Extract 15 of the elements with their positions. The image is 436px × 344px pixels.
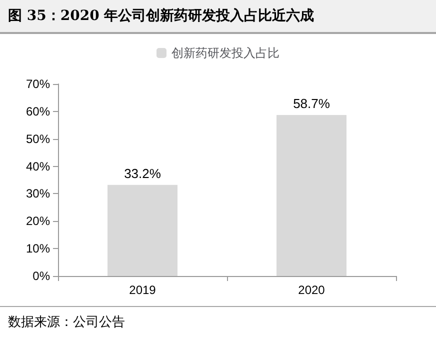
data-label: 58.7% xyxy=(293,96,330,111)
y-tick-label: 30% xyxy=(26,186,50,201)
y-tick-label: 60% xyxy=(26,104,50,118)
y-tick-label: 50% xyxy=(26,132,50,146)
x-tick-label: 2019 xyxy=(129,283,156,297)
y-tick-label: 0% xyxy=(32,269,50,283)
source-note: 数据来源：公司公告 xyxy=(0,306,436,331)
legend-label: 创新药研发投入占比 xyxy=(172,46,280,60)
y-tick-label: 20% xyxy=(26,214,50,228)
y-tick-label: 10% xyxy=(26,242,50,256)
y-tick-label: 40% xyxy=(26,159,50,174)
chart-title: 图 35：2020 年公司创新药研发投入占比近六成 xyxy=(0,0,436,34)
x-tick-label: 2020 xyxy=(298,283,326,297)
data-label: 33.2% xyxy=(124,166,162,181)
y-tick-label: 70% xyxy=(26,77,50,91)
